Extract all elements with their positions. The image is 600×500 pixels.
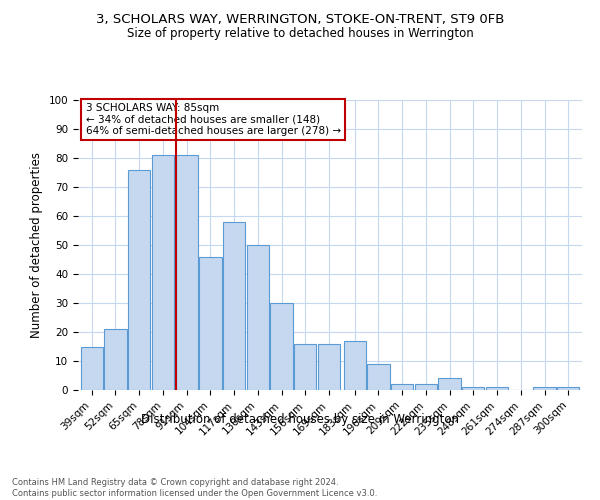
Bar xyxy=(247,245,269,390)
Bar xyxy=(199,256,221,390)
Bar xyxy=(223,222,245,390)
Bar xyxy=(176,155,198,390)
Bar xyxy=(344,340,366,390)
Text: Contains HM Land Registry data © Crown copyright and database right 2024.
Contai: Contains HM Land Registry data © Crown c… xyxy=(12,478,377,498)
Bar xyxy=(80,346,103,390)
Bar xyxy=(104,329,127,390)
Bar xyxy=(533,387,556,390)
Bar xyxy=(415,384,437,390)
Text: 3 SCHOLARS WAY: 85sqm
← 34% of detached houses are smaller (148)
64% of semi-det: 3 SCHOLARS WAY: 85sqm ← 34% of detached … xyxy=(86,103,341,136)
Bar xyxy=(271,303,293,390)
Bar xyxy=(557,387,580,390)
Bar xyxy=(486,387,508,390)
Bar xyxy=(152,155,174,390)
Bar xyxy=(294,344,316,390)
Text: 3, SCHOLARS WAY, WERRINGTON, STOKE-ON-TRENT, ST9 0FB: 3, SCHOLARS WAY, WERRINGTON, STOKE-ON-TR… xyxy=(96,12,504,26)
Bar xyxy=(462,387,484,390)
Bar xyxy=(128,170,151,390)
Bar xyxy=(439,378,461,390)
Bar xyxy=(318,344,340,390)
Bar xyxy=(391,384,413,390)
Y-axis label: Number of detached properties: Number of detached properties xyxy=(30,152,43,338)
Text: Distribution of detached houses by size in Werrington: Distribution of detached houses by size … xyxy=(141,412,459,426)
Bar xyxy=(367,364,389,390)
Text: Size of property relative to detached houses in Werrington: Size of property relative to detached ho… xyxy=(127,28,473,40)
